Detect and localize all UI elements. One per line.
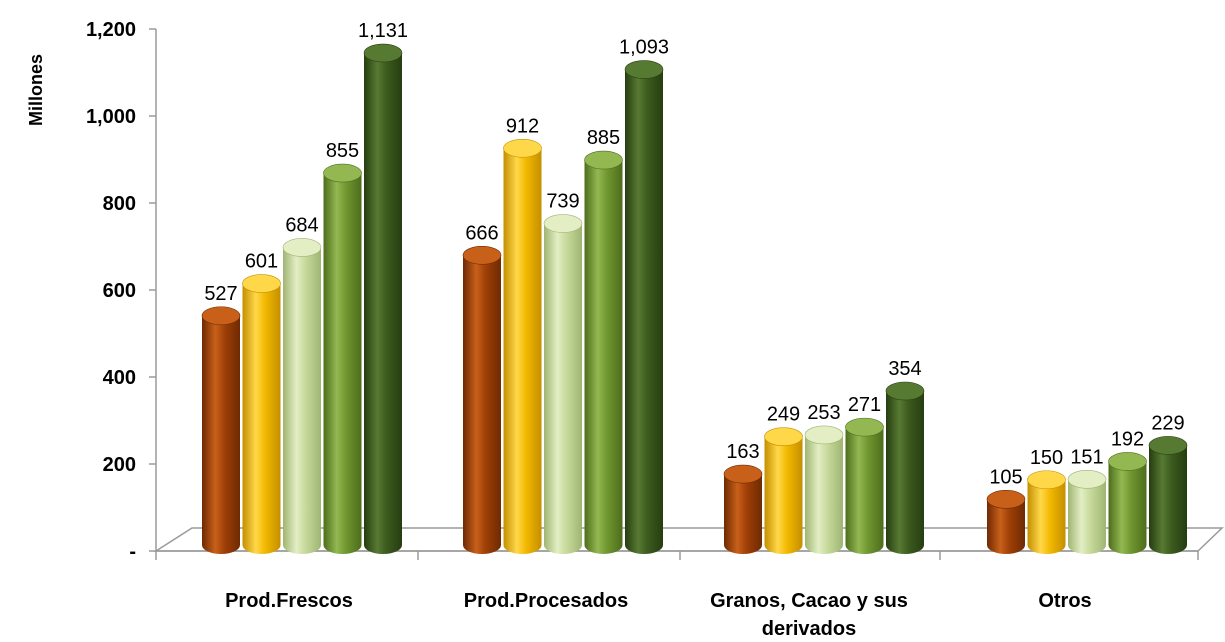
bar-top [1108, 452, 1147, 471]
data-label: 666 [465, 222, 498, 244]
bar-body [805, 434, 843, 554]
y-tick-label: 400 [103, 367, 136, 389]
bar-top [764, 427, 803, 446]
bar [845, 417, 884, 554]
bar-body [323, 173, 362, 554]
bar-body [463, 255, 501, 555]
data-label: 1,131 [358, 20, 408, 42]
bar [1027, 470, 1066, 554]
data-label: 150 [1030, 447, 1063, 469]
bar-top [242, 274, 281, 293]
bar-top [503, 138, 542, 158]
bar [282, 238, 322, 554]
data-label: 1,093 [619, 37, 669, 59]
bar-body [625, 69, 663, 555]
data-label: 105 [989, 466, 1022, 488]
bar [462, 245, 502, 555]
data-label: 253 [807, 402, 840, 424]
category-label: Otros [1038, 590, 1091, 612]
bar [1067, 470, 1107, 554]
bar-body [544, 223, 582, 554]
data-label: 229 [1151, 412, 1184, 434]
bar [1148, 436, 1188, 554]
bar-top [584, 150, 623, 170]
bar-body [283, 247, 321, 554]
data-label: 163 [726, 441, 759, 463]
y-tick-label: 600 [103, 280, 136, 302]
data-label: 192 [1111, 428, 1144, 450]
bar [201, 306, 241, 554]
category-label: Granos, Cacao y sus [710, 590, 908, 612]
y-tick-label: 1,000 [86, 106, 136, 128]
bar-top [363, 43, 403, 63]
bar-top [885, 381, 925, 401]
bar-body [1027, 479, 1066, 554]
bar-top [723, 464, 763, 484]
bar-body [584, 160, 623, 554]
data-label: 354 [888, 358, 921, 380]
data-label: 684 [285, 214, 318, 236]
data-label: 151 [1070, 446, 1103, 468]
bar [323, 163, 362, 554]
data-label: 601 [245, 251, 278, 273]
bar-body [886, 391, 924, 554]
bar [363, 43, 403, 554]
bar [584, 150, 623, 554]
bar [242, 274, 281, 554]
bar-top [282, 238, 322, 257]
bar-body [364, 53, 402, 554]
bar [986, 490, 1026, 554]
category-label: Prod.Procesados [464, 590, 629, 612]
bar-top [1027, 470, 1066, 490]
y-tick-label: - [129, 541, 136, 563]
data-label: 885 [587, 127, 620, 149]
y-tick-label: 1,200 [86, 19, 136, 41]
data-label: 855 [326, 140, 359, 162]
bar-body [987, 499, 1025, 554]
bar-body [1108, 461, 1147, 554]
data-label: 271 [848, 394, 881, 416]
bar-top [201, 306, 241, 326]
bar-top [986, 490, 1026, 509]
bar-body [845, 427, 884, 554]
bar [764, 427, 803, 554]
bar [885, 381, 925, 554]
category-label: Prod.Frescos [225, 590, 353, 612]
bar-body [1068, 479, 1106, 554]
bar-top [323, 163, 362, 183]
data-label: 739 [546, 191, 579, 213]
bar-top [804, 425, 844, 445]
bar-top [624, 60, 664, 79]
data-label: 527 [204, 283, 237, 305]
bar [624, 60, 664, 555]
y-tick-label: 200 [103, 454, 136, 476]
bar [543, 214, 583, 554]
bar [723, 464, 763, 554]
data-label: 249 [767, 404, 800, 426]
data-label: 912 [506, 115, 539, 137]
bar-top [1148, 436, 1188, 455]
bar-body [242, 283, 281, 554]
bar [503, 138, 542, 554]
bar-body [764, 436, 803, 554]
bar-top [1067, 470, 1107, 489]
bar-body [503, 148, 542, 554]
y-axis-label: Millones [26, 54, 46, 126]
bar [1108, 452, 1147, 554]
bar-body [202, 315, 240, 554]
bar-top [845, 417, 884, 437]
bar-top [543, 214, 583, 233]
bar-body [724, 474, 762, 554]
bar [804, 425, 844, 554]
category-label: derivados [762, 618, 856, 640]
bar-top [462, 245, 502, 265]
y-tick-label: 800 [103, 193, 136, 215]
bar-body [1149, 445, 1187, 554]
